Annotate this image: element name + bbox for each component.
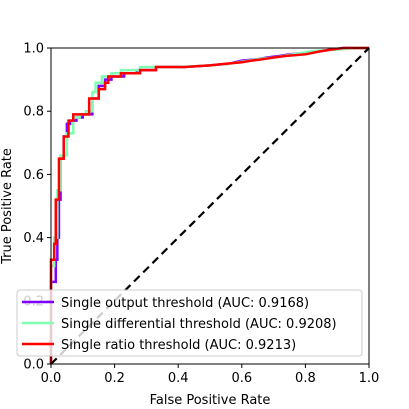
y-tick-label: 0.6 (23, 168, 44, 183)
x-tick-label: 0.2 (104, 371, 125, 386)
series-line-ratio (49, 46, 369, 364)
legend-label-output: Single output threshold (AUC: 0.9168) (61, 296, 309, 311)
legend-label-ratio: Single ratio threshold (AUC: 0.9213) (61, 338, 296, 353)
x-tick-label: 0.8 (295, 371, 316, 386)
chance-diagonal-line (50, 47, 370, 365)
x-tick-label: 0.0 (41, 371, 62, 386)
legend-box (16, 289, 363, 357)
x-axis-label: False Positive Rate (150, 393, 271, 408)
y-tick-label: 0.4 (23, 231, 44, 246)
legend-label-differential: Single differential threshold (AUC: 0.92… (61, 317, 337, 332)
y-axis-label: True Positive Rate (0, 148, 15, 265)
y-tick-label: 0.0 (23, 358, 44, 373)
y-tick-label: 1.0 (23, 42, 44, 57)
y-tick-label: 0.8 (23, 105, 44, 120)
legend: Single output threshold (AUC: 0.9168) Si… (16, 289, 363, 357)
x-axis-ticks: 0.0 0.2 0.4 0.6 0.8 1.0 (41, 364, 380, 386)
x-tick-label: 0.4 (168, 371, 189, 386)
x-tick-label: 1.0 (359, 371, 380, 386)
series-layer (49, 46, 370, 365)
x-tick-label: 0.6 (231, 371, 252, 386)
plot-frame (50, 47, 370, 365)
